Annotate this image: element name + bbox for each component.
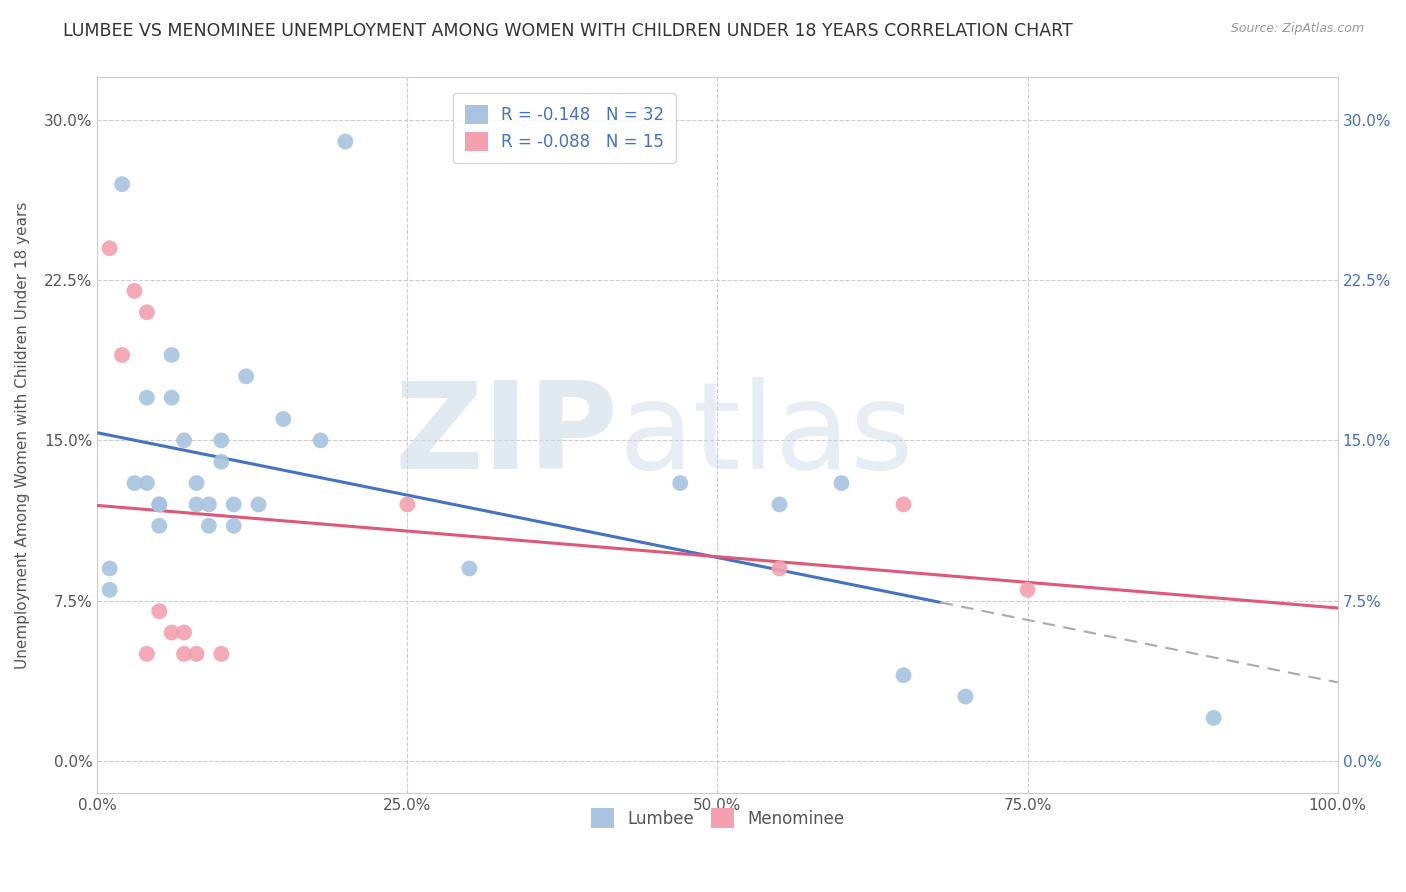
Point: [309, 434, 332, 448]
Point: [209, 455, 232, 469]
Point: [209, 647, 232, 661]
Point: [111, 348, 134, 362]
Point: [458, 561, 481, 575]
Point: [830, 476, 852, 491]
Point: [148, 498, 170, 512]
Point: [669, 476, 692, 491]
Point: [271, 412, 294, 426]
Point: [148, 518, 170, 533]
Point: [335, 135, 357, 149]
Point: [160, 348, 183, 362]
Point: [173, 647, 195, 661]
Text: atlas: atlas: [619, 376, 914, 493]
Point: [124, 284, 146, 298]
Point: [768, 561, 790, 575]
Point: [396, 498, 419, 512]
Point: [247, 498, 270, 512]
Point: [893, 668, 915, 682]
Point: [222, 498, 245, 512]
Legend: Lumbee, Menominee: Lumbee, Menominee: [583, 802, 851, 834]
Point: [198, 498, 221, 512]
Text: ZIP: ZIP: [395, 376, 619, 493]
Point: [186, 647, 208, 661]
Point: [135, 391, 157, 405]
Point: [209, 434, 232, 448]
Point: [124, 476, 146, 491]
Y-axis label: Unemployment Among Women with Children Under 18 years: Unemployment Among Women with Children U…: [15, 202, 30, 669]
Point: [135, 476, 157, 491]
Point: [1017, 582, 1039, 597]
Point: [135, 305, 157, 319]
Point: [98, 561, 121, 575]
Point: [173, 625, 195, 640]
Point: [768, 498, 790, 512]
Point: [98, 582, 121, 597]
Point: [893, 498, 915, 512]
Point: [173, 434, 195, 448]
Text: LUMBEE VS MENOMINEE UNEMPLOYMENT AMONG WOMEN WITH CHILDREN UNDER 18 YEARS CORREL: LUMBEE VS MENOMINEE UNEMPLOYMENT AMONG W…: [63, 22, 1073, 40]
Point: [222, 518, 245, 533]
Point: [1202, 711, 1225, 725]
Point: [135, 647, 157, 661]
Point: [111, 177, 134, 191]
Point: [160, 625, 183, 640]
Point: [955, 690, 977, 704]
Text: Source: ZipAtlas.com: Source: ZipAtlas.com: [1230, 22, 1364, 36]
Point: [186, 498, 208, 512]
Point: [148, 604, 170, 618]
Point: [186, 476, 208, 491]
Point: [198, 518, 221, 533]
Point: [98, 241, 121, 255]
Point: [160, 391, 183, 405]
Point: [235, 369, 257, 384]
Point: [148, 498, 170, 512]
